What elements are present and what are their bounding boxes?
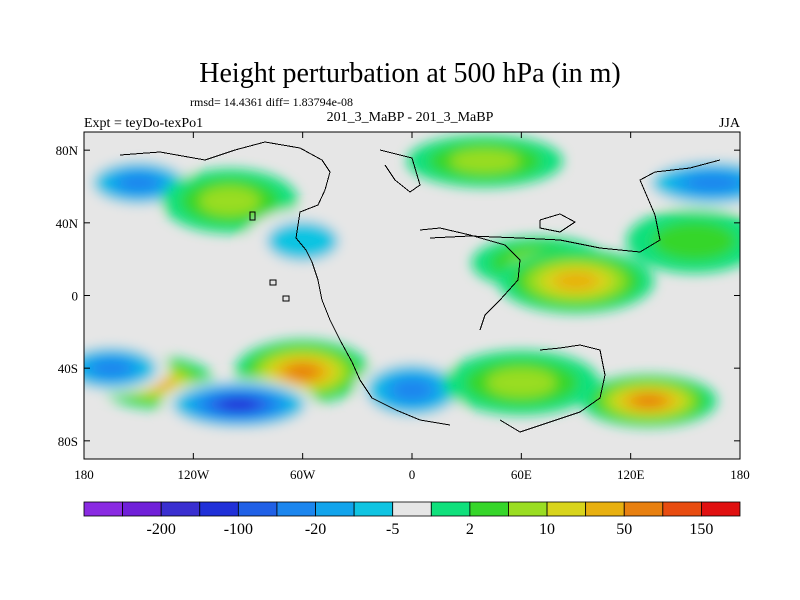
field-contour	[486, 368, 556, 397]
colorbar-swatch	[546, 501, 587, 517]
field-contour	[266, 221, 339, 261]
island-2	[269, 279, 277, 286]
island-1	[249, 211, 256, 221]
colorbar-swatch	[701, 501, 741, 517]
colorbar-label: -20	[305, 521, 326, 538]
colorbar-label: -200	[147, 521, 176, 538]
plot-area	[84, 132, 740, 459]
coastline-antarctica	[499, 344, 606, 433]
colorbar-label: -100	[224, 521, 253, 538]
field-contour	[286, 364, 320, 380]
x-tick-label: 180	[730, 467, 750, 482]
y-tick-label: 40S	[58, 361, 78, 376]
y-tick-label: 0	[72, 289, 79, 304]
coastline-greenland	[379, 149, 421, 193]
field-contour	[553, 271, 599, 291]
x-tick-label: 120E	[617, 467, 645, 482]
chart-title: Height perturbation at 500 hPa (in m)	[199, 58, 620, 89]
colorbar-swatch	[353, 501, 394, 517]
colorbar-label: 10	[539, 521, 555, 538]
colorbar-swatch	[83, 501, 123, 517]
field-contours	[84, 135, 740, 431]
coastline-tibet	[539, 213, 576, 233]
field-contour	[91, 359, 132, 378]
coastline-eurasia	[429, 159, 721, 253]
coastline	[119, 141, 721, 433]
field-contour	[652, 221, 737, 261]
season-label: JJA	[719, 116, 741, 131]
chart-stats: rmsd= 14.4361 diff= 1.83794e-08	[190, 95, 353, 109]
colorbar-swatch	[122, 501, 162, 517]
field-contour	[632, 394, 666, 408]
colorbar-swatch	[315, 501, 355, 517]
colorbar-label: 2	[466, 521, 474, 538]
colorbar-swatch	[199, 501, 239, 517]
field-contour	[450, 149, 520, 173]
field-contour	[219, 398, 258, 411]
colorbar-label: 150	[689, 521, 713, 538]
colorbar-swatch	[585, 501, 625, 517]
colorbar-swatch	[392, 501, 432, 517]
case-label: 201_3_MaBP - 201_3_MaBP	[327, 110, 494, 125]
colorbar-swatch	[160, 501, 201, 517]
colorbar-swatch	[662, 501, 702, 517]
colorbar-swatch	[469, 501, 509, 517]
y-tick-label: 80S	[58, 434, 78, 449]
experiment-label: Expt = teyDo-texPo1	[84, 116, 203, 131]
x-tick-label: 0	[409, 467, 416, 482]
colorbar: -200 -100 -20 -5 2 10 50 150	[83, 501, 741, 538]
colorbar-label: 50	[616, 521, 632, 538]
colorbar-swatch	[237, 501, 278, 517]
x-tick-label: 120W	[177, 467, 210, 482]
colorbar-swatch	[276, 501, 316, 517]
colorbar-swatch	[430, 501, 471, 517]
colorbar-swatch	[623, 501, 664, 517]
y-tick-label: 80N	[56, 143, 79, 158]
field-contour	[118, 173, 159, 192]
x-tick-label: 60W	[290, 467, 316, 482]
colorbar-label: -5	[386, 521, 399, 538]
colorbar-swatch	[508, 501, 548, 517]
field-contour	[685, 173, 740, 192]
field-contour	[199, 186, 260, 216]
x-tick-label: 180	[74, 467, 94, 482]
x-tick-label: 60E	[511, 467, 532, 482]
island-3	[282, 295, 290, 302]
coastline-south-america	[321, 299, 451, 426]
coastline-north-america	[119, 141, 331, 301]
axes: 180 120W 60W 0 60E 120E 180 80N 40N 0 40S 80S	[56, 132, 750, 482]
coastline-africa	[419, 227, 521, 331]
field-contour	[391, 378, 433, 402]
y-tick-label: 40N	[56, 216, 79, 231]
